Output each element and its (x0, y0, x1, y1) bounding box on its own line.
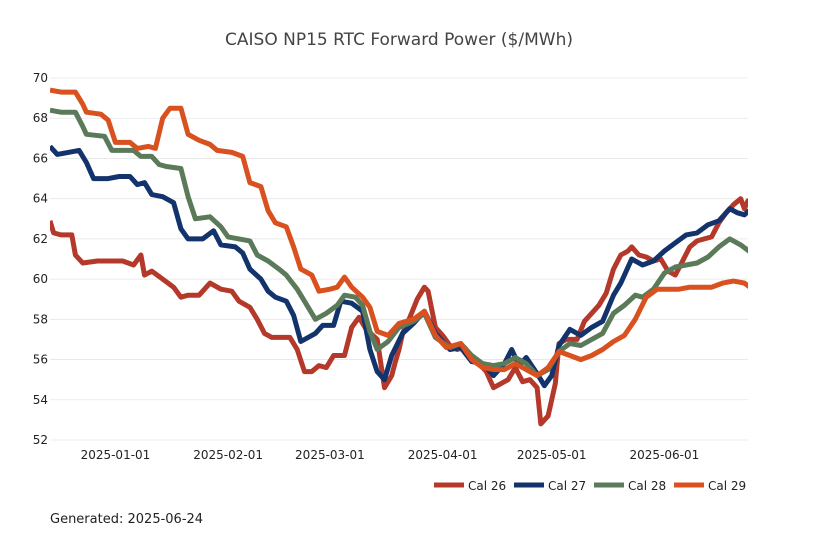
y-tick-label: 66 (33, 151, 48, 165)
generated-label: Generated: (50, 512, 124, 527)
y-tick-label: 64 (33, 192, 48, 206)
axes: 52 54 56 58 60 62 64 66 68 70 2025-01-01 2025-02-01… (33, 71, 700, 462)
legend-label-cal-28: Cal 28 (628, 479, 666, 493)
y-tick-label: 56 (33, 353, 48, 367)
legend-label-cal-27: Cal 27 (548, 479, 586, 493)
legend: Cal 26 Cal 27 Cal 28 Cal 29 (434, 479, 746, 493)
y-tick-label: 60 (33, 272, 48, 286)
generated-date: 2025-06-24 (127, 512, 204, 527)
x-tick-label: 2025-02-01 (193, 448, 263, 462)
x-tick-label: 2025-06-01 (630, 448, 700, 462)
gridlines (50, 77, 748, 441)
y-tick-label: 68 (33, 111, 48, 125)
generated-footer: Generated: 2025-06-24 (50, 512, 203, 527)
x-tick-label: 2025-01-01 (81, 448, 151, 462)
legend-label-cal-29: Cal 29 (708, 479, 746, 493)
series-line-cal-28 (50, 107, 748, 379)
x-tick-label: 2025-03-01 (295, 448, 365, 462)
legend-label-cal-26: Cal 26 (468, 479, 506, 493)
y-tick-label: 52 (33, 433, 48, 447)
x-tick-label: 2025-05-01 (517, 448, 587, 462)
y-tick-label: 54 (33, 393, 48, 407)
y-tick-label: 70 (33, 71, 48, 85)
chart-title: CAISO NP15 RTC Forward Power ($/MWh) (225, 30, 573, 50)
x-tick-label: 2025-04-01 (408, 448, 478, 462)
y-tick-label: 58 (33, 312, 48, 326)
series-lines (50, 87, 748, 427)
series-line-cal-29 (50, 87, 748, 379)
y-tick-label: 62 (33, 232, 48, 246)
